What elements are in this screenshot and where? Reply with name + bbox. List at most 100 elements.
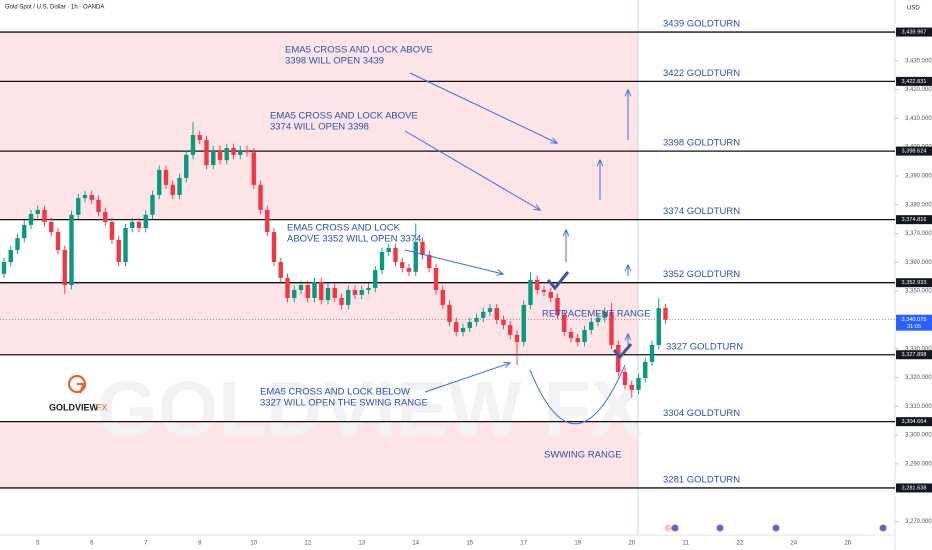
y-tick-label: 3,360.000 xyxy=(905,260,932,266)
event-icon xyxy=(671,524,679,532)
candle-body xyxy=(224,148,229,161)
candle-body xyxy=(116,239,121,263)
watermark: GOLDVIEW FX xyxy=(97,365,643,453)
level-tag-label: 3,422.831 xyxy=(902,79,927,85)
candle-body xyxy=(481,311,486,318)
y-tick-label: 3,430.000 xyxy=(905,58,932,64)
candle-body xyxy=(251,152,256,185)
event-icon xyxy=(716,524,724,532)
candle-body xyxy=(400,262,405,269)
candle-body xyxy=(521,304,526,343)
annotation: 3327 WILL OPEN THE SWING RANGE xyxy=(260,398,428,409)
arrow xyxy=(409,72,557,143)
candle-body xyxy=(393,247,398,263)
candle-body xyxy=(190,135,196,155)
logo-mark xyxy=(77,382,86,394)
candle-body xyxy=(508,325,513,335)
level-label: 3352 GOLDTURN xyxy=(663,269,740,280)
y-tick-label: 3,290.000 xyxy=(905,461,932,467)
candle-body xyxy=(136,222,142,229)
candle-body xyxy=(325,287,331,301)
candle-body xyxy=(447,304,452,322)
x-tick-label: 24 xyxy=(790,541,797,547)
candle-body xyxy=(96,199,101,212)
candle-body xyxy=(575,338,580,343)
candle-body xyxy=(406,268,412,272)
level-label: 3398 GOLDTURN xyxy=(663,138,740,149)
annotation: 3374 WILL OPEN 3398 xyxy=(270,122,369,133)
candle-body xyxy=(332,287,337,299)
level-tag-label: 3,398.624 xyxy=(902,149,927,155)
drawings xyxy=(404,72,633,425)
level-label: 3439 GOLDTURN xyxy=(663,19,740,30)
candle-body xyxy=(649,344,655,362)
candle-body xyxy=(1,262,7,274)
candle-body xyxy=(42,209,47,223)
candle-body xyxy=(514,334,520,343)
candle-body xyxy=(643,361,648,379)
level-tag-label: 3,281.638 xyxy=(902,485,927,491)
candle-body xyxy=(501,319,506,326)
y-tick-label: 3,380.000 xyxy=(905,202,932,208)
y-tick-label: 3,320.000 xyxy=(905,375,932,381)
candle-body xyxy=(62,249,67,286)
level-tag-label: 3,374.816 xyxy=(902,217,927,223)
candle-body xyxy=(366,287,371,290)
candle-body xyxy=(487,308,493,312)
event-icons xyxy=(664,524,887,532)
annotation: 3398 WILL OPEN 3439 xyxy=(285,56,384,67)
candle-body xyxy=(541,289,547,292)
zone xyxy=(0,32,638,220)
candle-body xyxy=(231,148,236,155)
level-tag xyxy=(896,483,932,493)
x-tick-label: 13 xyxy=(358,541,365,547)
symbol-title: Gold Spot / U.S. Dollar · 1h · OANDA xyxy=(5,5,104,11)
candle-body xyxy=(595,317,601,322)
event-icon xyxy=(772,524,780,532)
candle-body xyxy=(15,238,20,250)
candle-body xyxy=(258,184,263,210)
candle-body xyxy=(413,241,418,272)
candle-body xyxy=(204,139,209,165)
x-tick-label: 21 xyxy=(682,541,689,547)
candle-body xyxy=(582,329,587,343)
x-tick-label: 22 xyxy=(736,541,743,547)
candle-body xyxy=(656,308,661,345)
candle-body xyxy=(568,331,574,339)
arrow xyxy=(404,130,540,210)
level-tag xyxy=(896,350,932,360)
level-label: 3374 GOLDTURN xyxy=(663,206,740,217)
level-tag xyxy=(896,215,932,225)
last-price-tag xyxy=(896,314,932,331)
y-tick-label: 3,410.000 xyxy=(905,116,932,122)
y-tick-label: 3,390.000 xyxy=(905,174,932,180)
candle-body xyxy=(244,150,250,153)
candle-body xyxy=(427,254,432,269)
level-tag xyxy=(896,76,932,86)
candle-body xyxy=(285,277,290,299)
candle-body xyxy=(265,209,270,233)
candle-body xyxy=(197,135,202,140)
annotation: EMA5 CROSS AND LOCK xyxy=(287,223,401,234)
candle-body xyxy=(130,222,135,229)
candle-body xyxy=(440,289,445,305)
candle-body xyxy=(123,228,128,263)
x-tick-label: 6 xyxy=(90,541,94,547)
level-tag-label: 3,352.933 xyxy=(902,280,927,286)
candle-body xyxy=(163,169,169,185)
event-icon xyxy=(879,524,887,532)
candle-body xyxy=(184,154,189,178)
candle-body xyxy=(454,321,459,332)
candle-body xyxy=(616,344,621,373)
candle-body xyxy=(103,211,108,223)
level-tag xyxy=(896,417,932,427)
logo-suffix: FX xyxy=(96,402,108,412)
candle-body xyxy=(386,247,391,252)
candle-body xyxy=(339,298,344,305)
candle-body xyxy=(22,224,27,239)
y-tick-label: 3,310.000 xyxy=(905,404,932,410)
candle-body xyxy=(305,285,310,299)
x-tick-label: 7 xyxy=(144,541,148,547)
